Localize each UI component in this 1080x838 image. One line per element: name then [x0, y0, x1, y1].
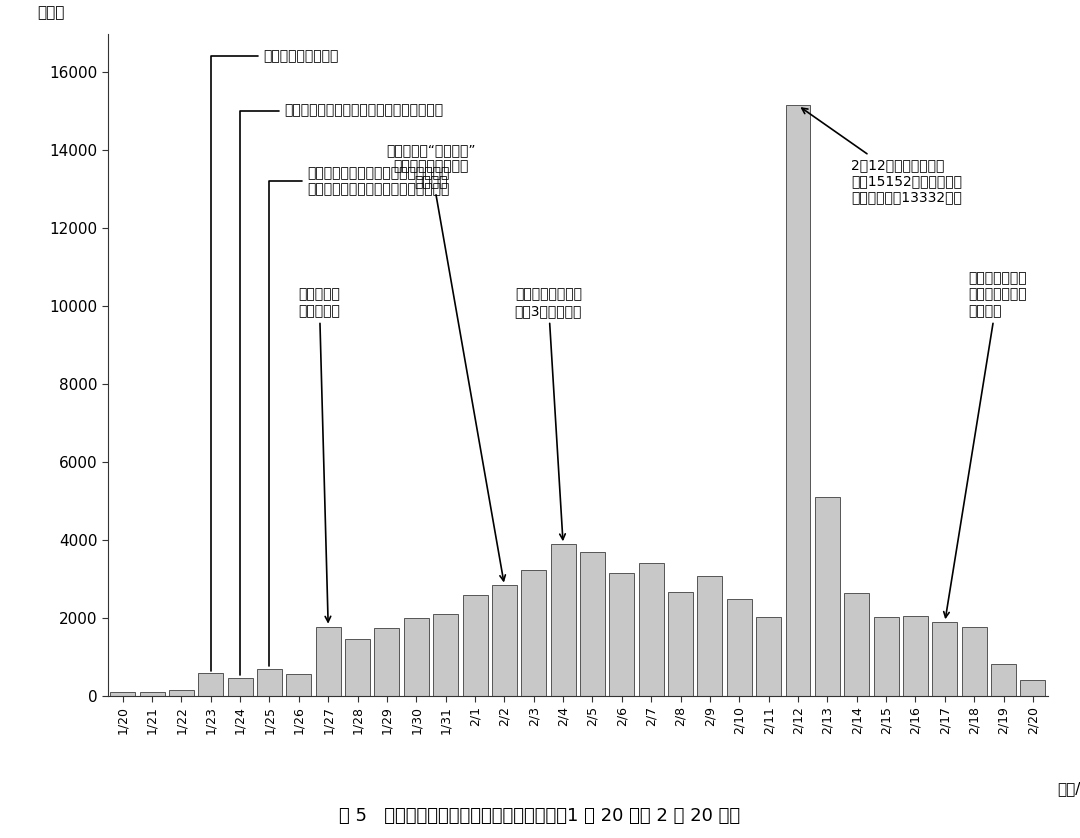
Bar — [903, 616, 928, 696]
Bar — [727, 599, 752, 696]
Bar — [257, 669, 282, 696]
Bar — [874, 618, 899, 696]
Bar — [315, 627, 340, 696]
Bar — [609, 573, 634, 696]
Text: 中央指导组
进驻武汉市: 中央指导组 进驻武汉市 — [298, 287, 340, 622]
Bar — [110, 691, 135, 696]
Text: 武汉市建成并启用
首扙3家方舱医院: 武汉市建成并启用 首扙3家方舱医院 — [515, 287, 582, 540]
Bar — [433, 613, 458, 696]
Text: 武汉市部署“四类人员”
分类集中管理，开展
拉网排查: 武汉市部署“四类人员” 分类集中管理，开展 拉网排查 — [387, 143, 505, 581]
Text: 从军地调集国家医疗队驰援湖北省、武汉市: 从军地调集国家医疗队驰援湖北省、武汉市 — [240, 104, 443, 675]
Text: 图 5   中国境内新冠肺炎新增确诊病例情况（1 月 20 日至 2 月 20 日）: 图 5 中国境内新冠肺炎新增确诊病例情况（1 月 20 日至 2 月 20 日） — [339, 808, 741, 825]
Bar — [815, 497, 840, 696]
Bar — [785, 106, 810, 696]
Text: 中共中央成立应对疫情工作领导小组，
决定向湖北等疫情严重地区派出指导组: 中共中央成立应对疫情工作领导小组， 决定向湖北等疫情严重地区派出指导组 — [270, 166, 450, 666]
Bar — [522, 570, 546, 696]
Text: 2月12日报告新增确诊
病例15152例（含湖北省
临床诊断病例13332例）: 2月12日报告新增确诊 病例15152例（含湖北省 临床诊断病例13332例） — [801, 108, 962, 204]
Bar — [375, 628, 400, 696]
Bar — [286, 674, 311, 696]
Bar — [139, 692, 164, 696]
Bar — [932, 622, 957, 696]
Bar — [845, 592, 869, 696]
Bar — [638, 563, 664, 696]
Text: （例）: （例） — [38, 5, 65, 20]
Bar — [491, 586, 517, 696]
Bar — [669, 592, 693, 696]
Bar — [168, 690, 194, 696]
Bar — [1021, 680, 1045, 696]
Text: 新增出院病例数
开始超过新增确
诊病例数: 新增出院病例数 开始超过新增确 诊病例数 — [944, 272, 1027, 618]
Bar — [228, 678, 253, 696]
Bar — [961, 628, 987, 696]
Bar — [462, 595, 487, 696]
Bar — [199, 674, 224, 696]
Bar — [756, 617, 781, 696]
Bar — [404, 618, 429, 696]
Bar — [580, 551, 605, 696]
Text: 武汉市关闭离汉通道: 武汉市关闭离汉通道 — [211, 49, 339, 670]
Text: （月/日）: （月/日） — [1057, 782, 1080, 797]
Bar — [698, 577, 723, 696]
Bar — [346, 639, 370, 696]
Bar — [551, 544, 576, 696]
Bar — [991, 664, 1016, 696]
